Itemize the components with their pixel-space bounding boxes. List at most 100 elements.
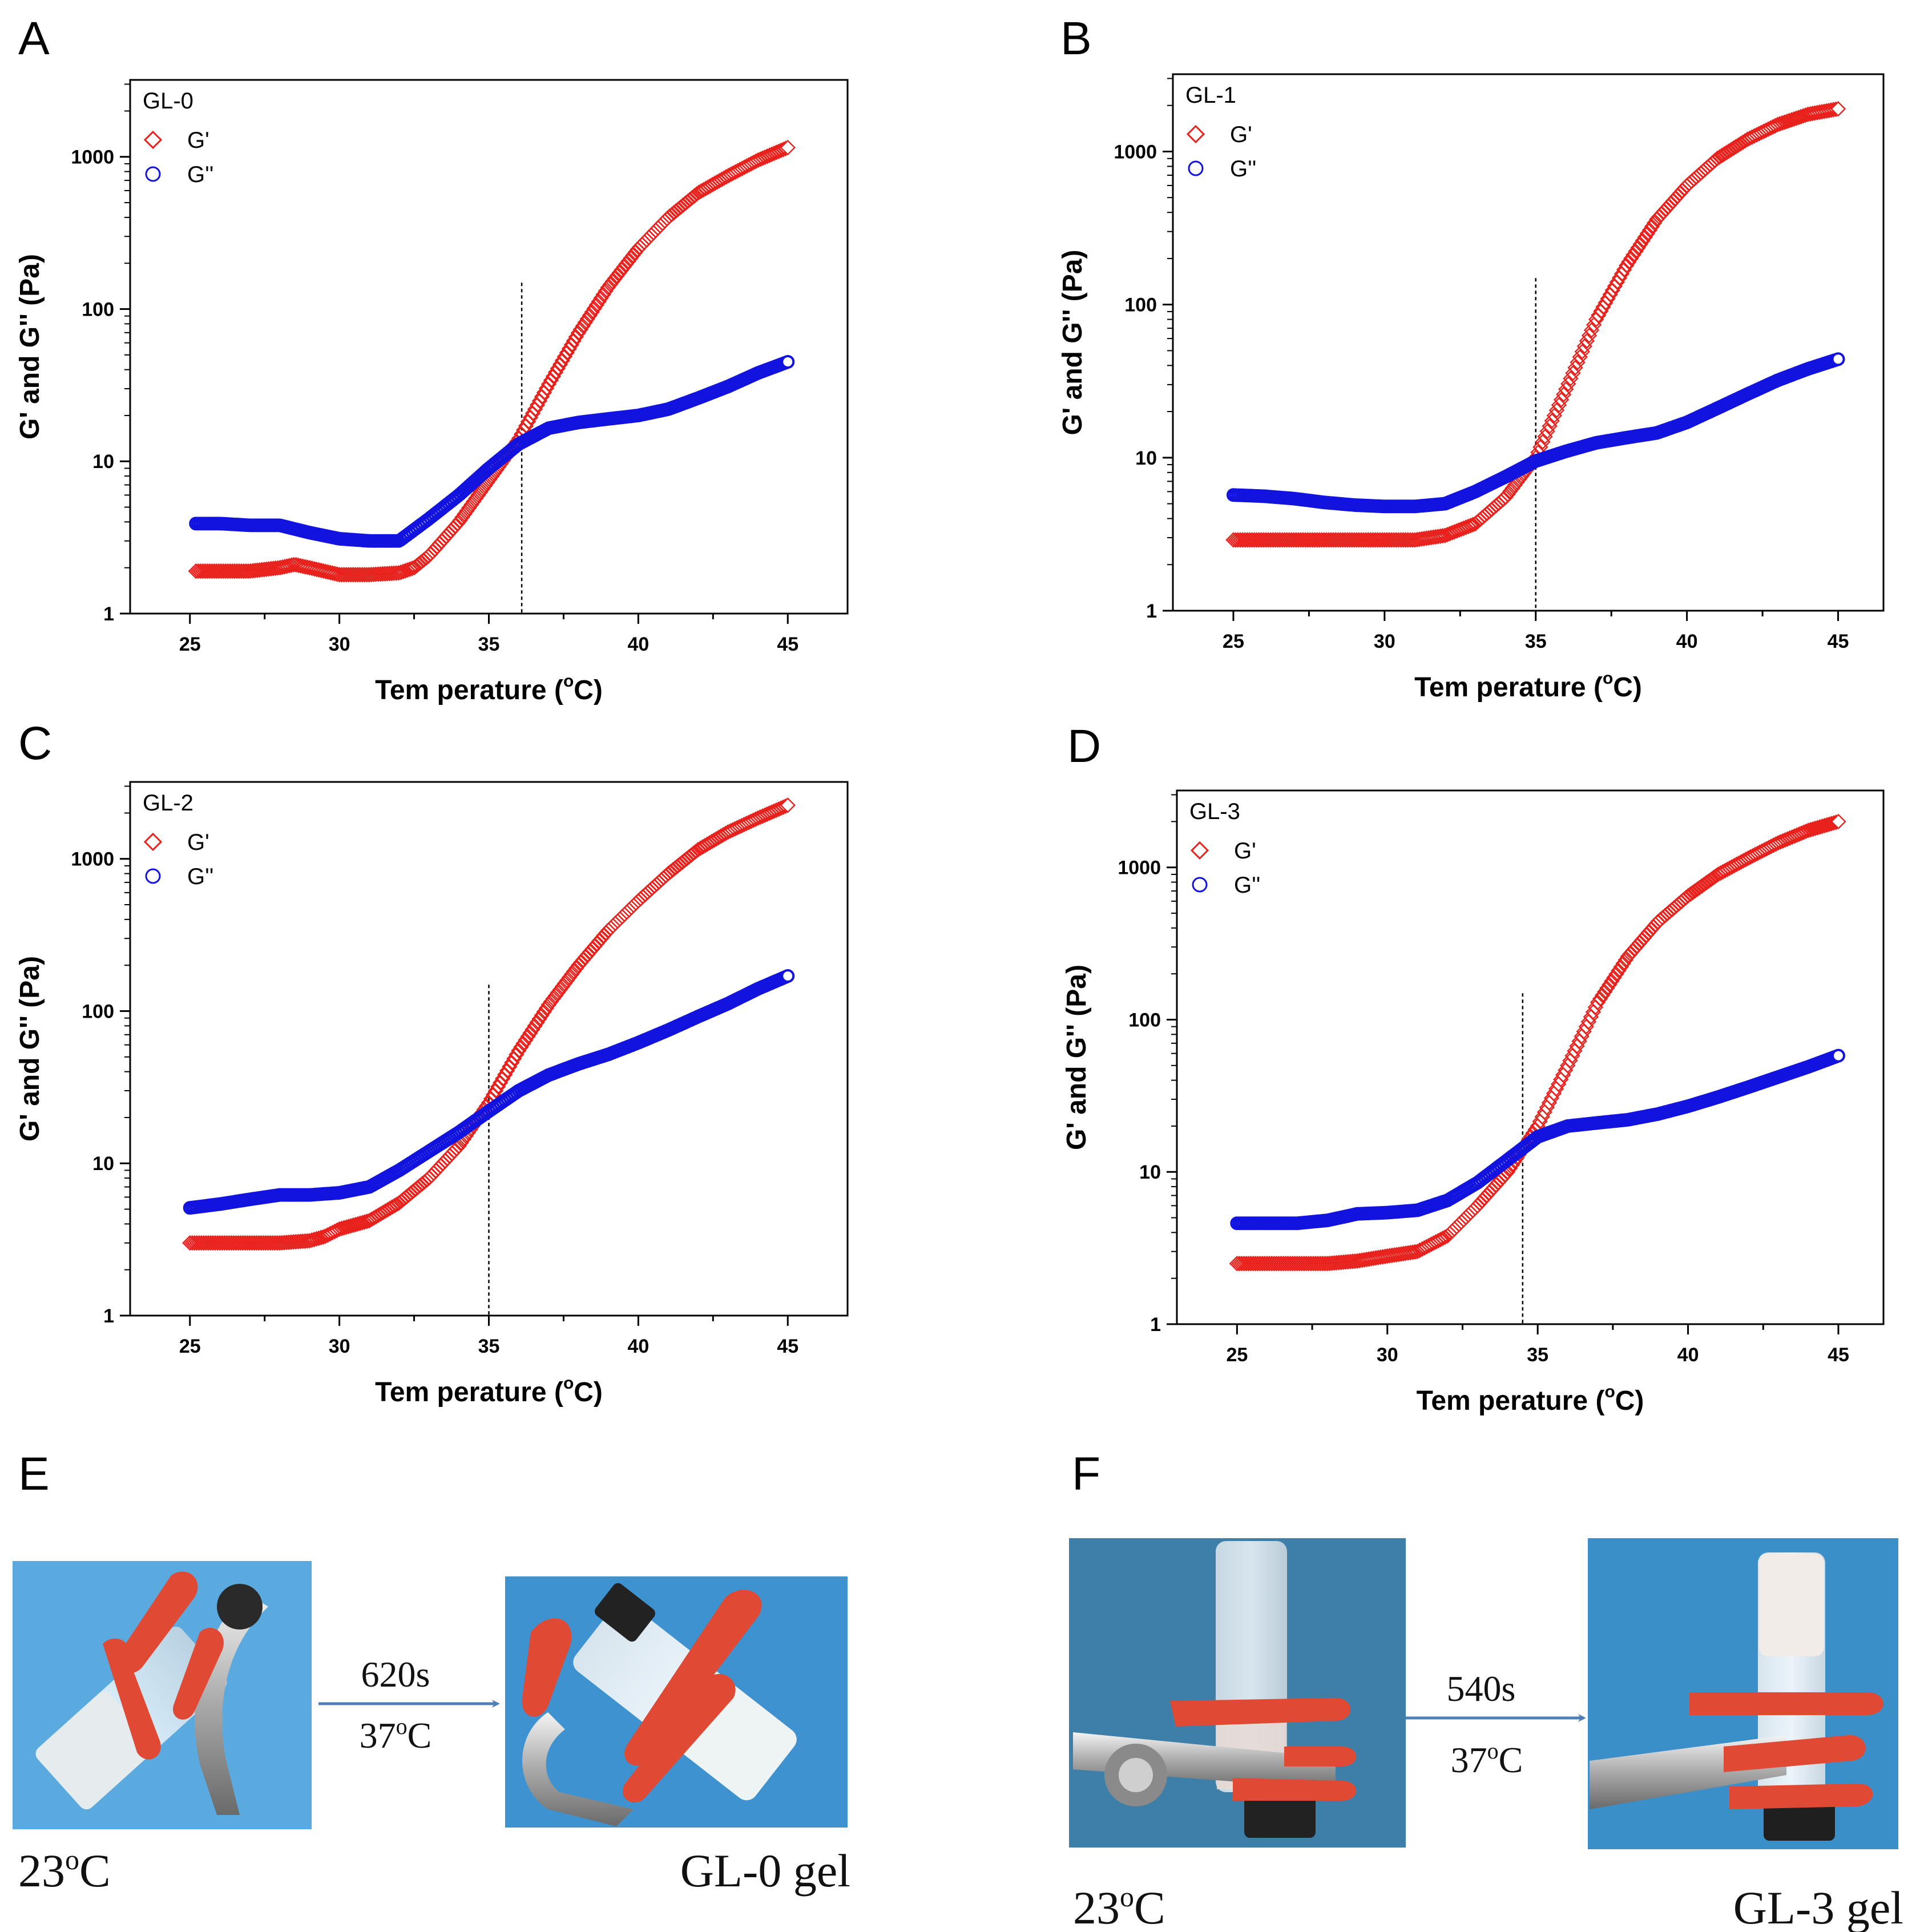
data-point-g-prime (509, 1047, 525, 1063)
x-tick-label: 30 (329, 634, 350, 655)
y-tick-label: 10 (1135, 447, 1157, 469)
data-point-g-prime (1660, 198, 1676, 215)
x-tick-label: 30 (329, 1336, 350, 1357)
data-point-g-prime (632, 890, 649, 907)
data-point-g-prime (1830, 813, 1846, 830)
arrow-f-time: 540s (1447, 1668, 1516, 1709)
data-point-g-prime (395, 563, 411, 580)
data-point-g-prime (279, 558, 295, 574)
chart-panel-c: 25 30 35 40 45 1 10 100 1000 Tem perature (oC) G' … (15, 781, 849, 1407)
data-point-g-prime (426, 1165, 442, 1181)
data-point-g-prime (1495, 491, 1511, 507)
data-point-g-prime (1465, 517, 1481, 533)
y-tick-label: 100 (1124, 295, 1157, 316)
chart-panel-d: 25 30 35 40 45 1 10 100 1000 Tem perature (oC) G' … (1062, 789, 1885, 1416)
data-point-g-prime (1467, 1200, 1483, 1216)
data-point-g-prime (1658, 201, 1674, 217)
data-point-g-prime (451, 1138, 467, 1154)
data-point-g-prime (1539, 423, 1555, 439)
y-tick-label: 100 (1128, 1009, 1161, 1031)
panel-letter-d: D (1067, 720, 1101, 772)
data-point-g-prime (338, 1219, 354, 1235)
data-point-g-prime (333, 1220, 350, 1236)
data-point-g-prime (1472, 1195, 1488, 1211)
x-tick-label: 30 (1377, 1344, 1398, 1366)
data-point-g-prime (554, 353, 571, 369)
panel-letter-a: A (18, 13, 50, 64)
data-point-g-prime (626, 897, 642, 913)
y-tick-label: 1 (103, 1305, 114, 1327)
data-point-g-prime (427, 541, 443, 557)
data-point-g-prime (1465, 1202, 1481, 1219)
data-point-g-prime (1542, 418, 1558, 434)
data-point-g-prime (598, 925, 614, 941)
legend-g-double-prime-marker (145, 166, 161, 182)
data-point-g-prime (575, 952, 591, 968)
data-point-g-prime (1781, 112, 1797, 129)
x-tick-label: 45 (777, 1336, 798, 1357)
data-point-g-prime (1606, 970, 1622, 986)
data-point-g-prime (518, 1032, 534, 1048)
data-point-g-prime (579, 311, 595, 327)
data-point-g-prime (642, 882, 658, 898)
data-point-g-prime (1458, 1209, 1474, 1225)
x-tick-label: 25 (1226, 1344, 1248, 1366)
data-point-g-prime (589, 935, 605, 952)
y-tick-label: 1000 (1118, 857, 1161, 879)
data-point-g-prime (636, 234, 652, 251)
data-point-g-prime (439, 1150, 455, 1167)
data-point-g-prime (1462, 1204, 1479, 1221)
data-point-g-prime (348, 1216, 364, 1233)
y-tick-label: 1 (1146, 600, 1157, 622)
data-point-g-prime (536, 1004, 552, 1020)
data-point-g-prime (1674, 183, 1691, 199)
data-point-g-prime (605, 918, 621, 934)
data-point-g-prime (1618, 257, 1635, 273)
data-point-g-prime (1625, 247, 1641, 263)
data-point-g-prime (593, 290, 609, 306)
data-point-g-double-prime (781, 969, 795, 983)
data-point-g-prime (1544, 413, 1560, 429)
data-point-g-prime (1558, 381, 1574, 397)
data-point-g-prime (1477, 1190, 1493, 1206)
data-point-g-prime (1633, 932, 1650, 949)
data-point-g-prime (1493, 493, 1509, 510)
data-point-g-double-prime (1831, 1048, 1845, 1063)
data-point-g-prime (1449, 1219, 1465, 1235)
data-point-g-prime (529, 1014, 545, 1031)
data-point-g-prime (1555, 386, 1572, 402)
data-point-g-prime (1630, 240, 1646, 256)
legend-g-double-prime-label: G'' (187, 864, 213, 889)
data-point-g-prime (1551, 397, 1567, 413)
data-point-g-prime (1590, 994, 1606, 1010)
data-point-g-prime (1669, 188, 1686, 204)
photo-f-after (1588, 1538, 1898, 1849)
data-point-g-prime (1667, 191, 1683, 207)
data-point-g-prime (598, 283, 614, 299)
data-point-g-prime (513, 1039, 529, 1055)
data-point-g-prime (1570, 354, 1586, 370)
data-point-g-prime (1686, 171, 1702, 187)
data-point-g-prime (1433, 1231, 1449, 1248)
data-point-g-prime (1631, 935, 1648, 951)
data-point-g-prime (345, 1217, 361, 1233)
data-point-g-prime (584, 941, 600, 957)
series-g-double-prime (1226, 352, 1845, 514)
data-point-g-prime (1477, 507, 1493, 524)
data-point-g-prime (1474, 1192, 1490, 1209)
data-point-g-prime (643, 227, 659, 243)
data-point-g-prime (397, 563, 413, 579)
x-tick-label: 45 (1828, 631, 1849, 652)
data-point-g-prime (527, 1018, 543, 1034)
x-axis-label: Tem perature (oC) (375, 672, 603, 705)
data-point-g-prime (534, 1007, 550, 1023)
data-point-g-prime (603, 920, 619, 936)
data-point-g-prime (433, 1157, 449, 1174)
data-point-g-prime (563, 337, 580, 353)
data-point-g-prime (1812, 819, 1828, 835)
data-point-g-prime (1535, 434, 1551, 450)
data-point-g-prime (1460, 1207, 1477, 1223)
data-point-g-prime (494, 1071, 511, 1087)
data-point-g-prime (1560, 376, 1576, 392)
